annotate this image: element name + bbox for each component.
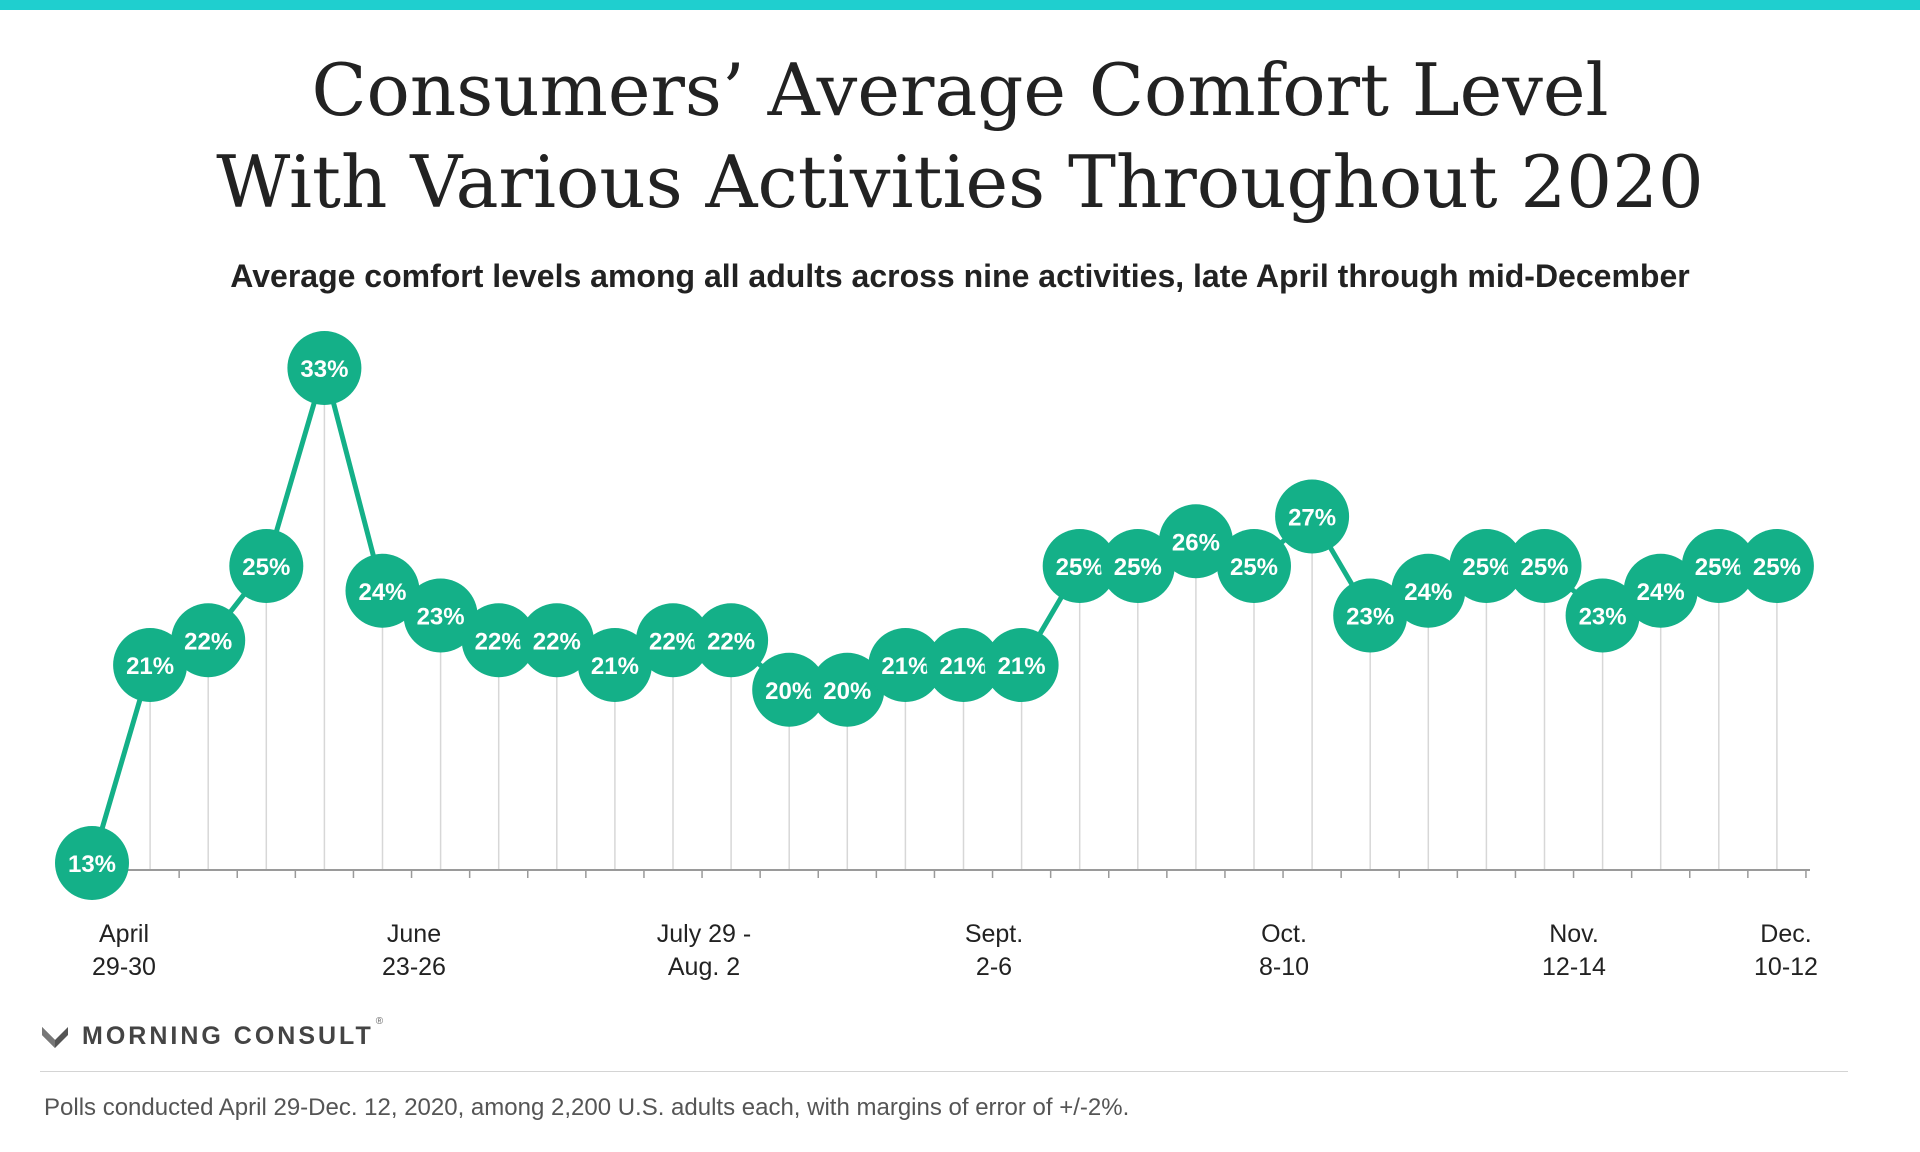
data-label-26: 23%: [1579, 604, 1627, 631]
data-point-4: [287, 331, 362, 405]
data-point-28: [1681, 529, 1756, 603]
x-tick-label-line: Dec.: [1760, 920, 1811, 948]
data-point-21: [1275, 479, 1350, 554]
data-point-14: [868, 628, 943, 702]
data-label-5: 24%: [358, 579, 406, 606]
data-label-23: 24%: [1404, 579, 1452, 606]
chart-title: Consumers’ Average Comfort Level With Va…: [216, 48, 1704, 224]
data-point-24: [1449, 529, 1524, 603]
data-point-1: [113, 628, 188, 702]
x-tick-label-line: 12-14: [1542, 953, 1606, 981]
brand-name: MORNING CONSULT: [82, 1021, 374, 1050]
data-point-27: [1623, 553, 1698, 628]
data-point-23: [1391, 553, 1466, 628]
x-tick-label-line: 10-12: [1754, 953, 1818, 981]
data-label-6: 23%: [417, 604, 465, 631]
data-label-18: 25%: [1114, 554, 1162, 581]
data-label-25: 25%: [1520, 554, 1568, 581]
x-tick-label-25: Nov. 12-14: [1542, 920, 1606, 981]
data-point-22: [1333, 578, 1408, 653]
data-label-19: 26%: [1172, 529, 1220, 556]
footnote: Polls conducted April 29-Dec. 12, 2020, …: [44, 1094, 1130, 1121]
x-tick-labels: April 29-30 June 23-26 July 29 - Aug. 2 Sept. 2…: [92, 920, 1818, 981]
data-point-12: [752, 652, 827, 727]
data-point-3: [229, 529, 304, 603]
data-label-4: 33%: [300, 356, 348, 383]
data-label-27: 24%: [1637, 579, 1685, 606]
data-label-11: 22%: [707, 628, 755, 655]
data-label-0: 13%: [68, 851, 116, 878]
data-label-13: 20%: [823, 678, 871, 705]
data-point-11: [694, 603, 769, 678]
data-label-8: 22%: [533, 628, 581, 655]
data-point-17: [1042, 529, 1117, 603]
data-point-19: [1158, 504, 1233, 579]
data-label-17: 25%: [1056, 554, 1104, 581]
data-point-29: [1739, 529, 1814, 603]
data-label-24: 25%: [1462, 554, 1510, 581]
x-tick-label-0: April 29-30: [92, 920, 156, 981]
footer-divider: [40, 1071, 1848, 1072]
data-point-15: [926, 628, 1001, 702]
x-tick-label-line: 29-30: [92, 953, 156, 981]
x-tick-label-line: 8-10: [1259, 953, 1309, 981]
data-label-20: 25%: [1230, 554, 1278, 581]
x-tick-label-30: Dec. 10-12: [1754, 920, 1818, 981]
data-label-1: 21%: [126, 653, 174, 680]
data-label-3: 25%: [242, 554, 290, 581]
x-tick-label-10: July 29 - Aug. 2: [657, 920, 751, 981]
chart-subtitle: Average comfort levels among all adults …: [230, 258, 1690, 294]
data-point-25: [1507, 529, 1582, 603]
data-point-16: [984, 628, 1059, 702]
data-point-20: [1217, 529, 1291, 603]
line-chart: April 29-30 June 23-26 July 29 - Aug. 2 Sept. 2…: [55, 331, 1818, 981]
top-accent-bar: [0, 0, 1920, 10]
data-label-7: 22%: [475, 628, 523, 655]
x-tick-label-line: Aug. 2: [668, 953, 740, 981]
brand-logo: MORNING CONSULT ®: [40, 1016, 383, 1056]
x-tick-label-5: June 23-26: [382, 920, 446, 981]
data-label-28: 25%: [1695, 554, 1743, 581]
data-label-15: 21%: [939, 653, 987, 680]
data-point-9: [577, 628, 652, 702]
series-line-group: [89, 365, 1777, 864]
data-label-2: 22%: [184, 628, 232, 655]
data-point-26: [1565, 578, 1640, 653]
data-label-12: 20%: [765, 678, 813, 705]
data-label-10: 22%: [649, 628, 697, 655]
x-tick-label-line: July 29 -: [657, 920, 751, 948]
data-point-18: [1100, 529, 1175, 603]
data-label-29: 25%: [1753, 554, 1801, 581]
data-point-13: [810, 652, 885, 727]
data-label-9: 21%: [591, 653, 639, 680]
x-tick-label-line: April: [99, 920, 149, 948]
x-tick-label-20: Oct. 8-10: [1259, 920, 1309, 981]
series-line: [89, 365, 1777, 864]
x-tick-label-15: Sept. 2-6: [965, 920, 1023, 981]
x-tick-label-line: Oct.: [1261, 920, 1307, 948]
data-point-2: [171, 603, 246, 678]
x-axis: [92, 869, 1810, 878]
data-point-6: [403, 578, 478, 653]
data-label-22: 23%: [1346, 604, 1394, 631]
data-label-21: 27%: [1288, 505, 1336, 532]
morning-consult-logo-icon: [42, 1027, 68, 1048]
drop-lines: [91, 368, 1778, 870]
x-tick-label-line: 2-6: [976, 953, 1012, 981]
x-tick-label-line: 23-26: [382, 953, 446, 981]
data-points: 13% 21% 22% 25% 33% 24% 23% 22% 22% 21% 22% 22% 20% 2…: [55, 331, 1814, 900]
brand-registered-mark: ®: [375, 1016, 384, 1027]
x-tick-label-line: June: [387, 920, 441, 948]
data-point-0: [55, 826, 129, 900]
data-point-7: [461, 603, 536, 678]
data-label-16: 21%: [998, 653, 1046, 680]
data-label-14: 21%: [881, 653, 929, 680]
x-tick-label-line: Nov.: [1549, 920, 1599, 948]
data-point-10: [636, 603, 710, 678]
data-point-8: [519, 603, 594, 678]
data-point-5: [345, 553, 420, 628]
x-tick-label-line: Sept.: [965, 920, 1023, 948]
